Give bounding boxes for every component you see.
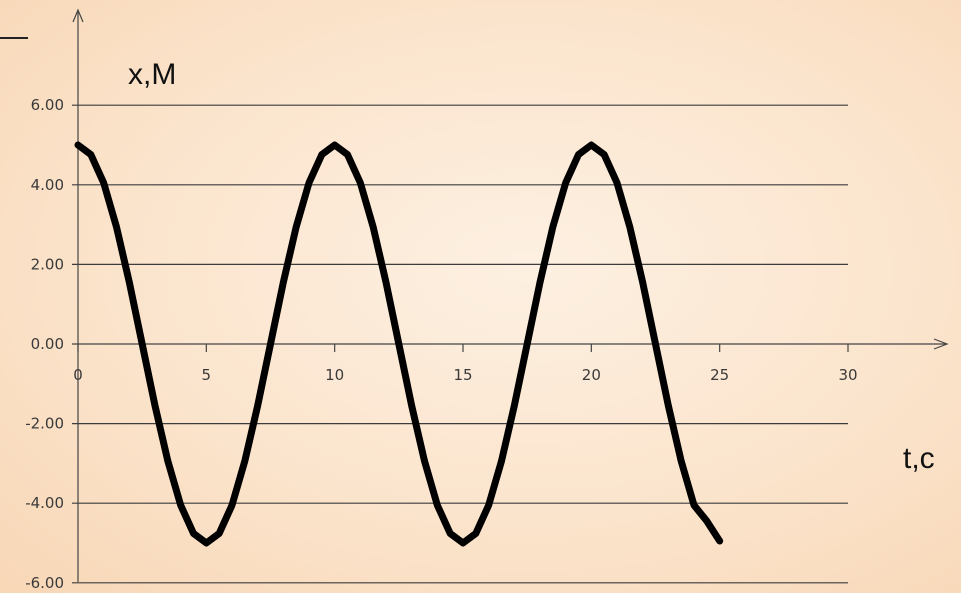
y-tick-label: -4.00 xyxy=(25,494,64,512)
y-gridlines xyxy=(72,104,848,584)
x-tick-labels: 0 5 10 15 20 25 30 xyxy=(73,344,858,384)
x-tick-label: 25 xyxy=(710,366,729,384)
x-tick-label: 10 xyxy=(325,366,344,384)
y-axis-title: x,M xyxy=(128,58,176,91)
x-tick-label: 20 xyxy=(582,366,601,384)
y-tick-label: 4.00 xyxy=(31,176,64,194)
y-axis-arrow-icon xyxy=(72,8,84,23)
y-tick-label: -6.00 xyxy=(25,574,64,592)
series-line xyxy=(74,141,724,547)
x-tick-label: 0 xyxy=(73,366,83,384)
y-tick-label: 6.00 xyxy=(31,96,64,114)
x-tick-label: 30 xyxy=(838,366,857,384)
y-tick-labels: 6.00 4.00 2.00 0.00 -2.00 -4.00 -6.00 xyxy=(25,96,64,592)
x-axis-arrow-icon xyxy=(933,338,949,350)
x-tick-label: 15 xyxy=(453,366,472,384)
x-tick-label: 5 xyxy=(202,366,212,384)
y-tick-label: 0.00 xyxy=(31,335,64,353)
y-tick-label: -2.00 xyxy=(25,415,64,433)
y-tick-label: 2.00 xyxy=(31,255,64,273)
x-axis-title: t,c xyxy=(903,442,935,475)
